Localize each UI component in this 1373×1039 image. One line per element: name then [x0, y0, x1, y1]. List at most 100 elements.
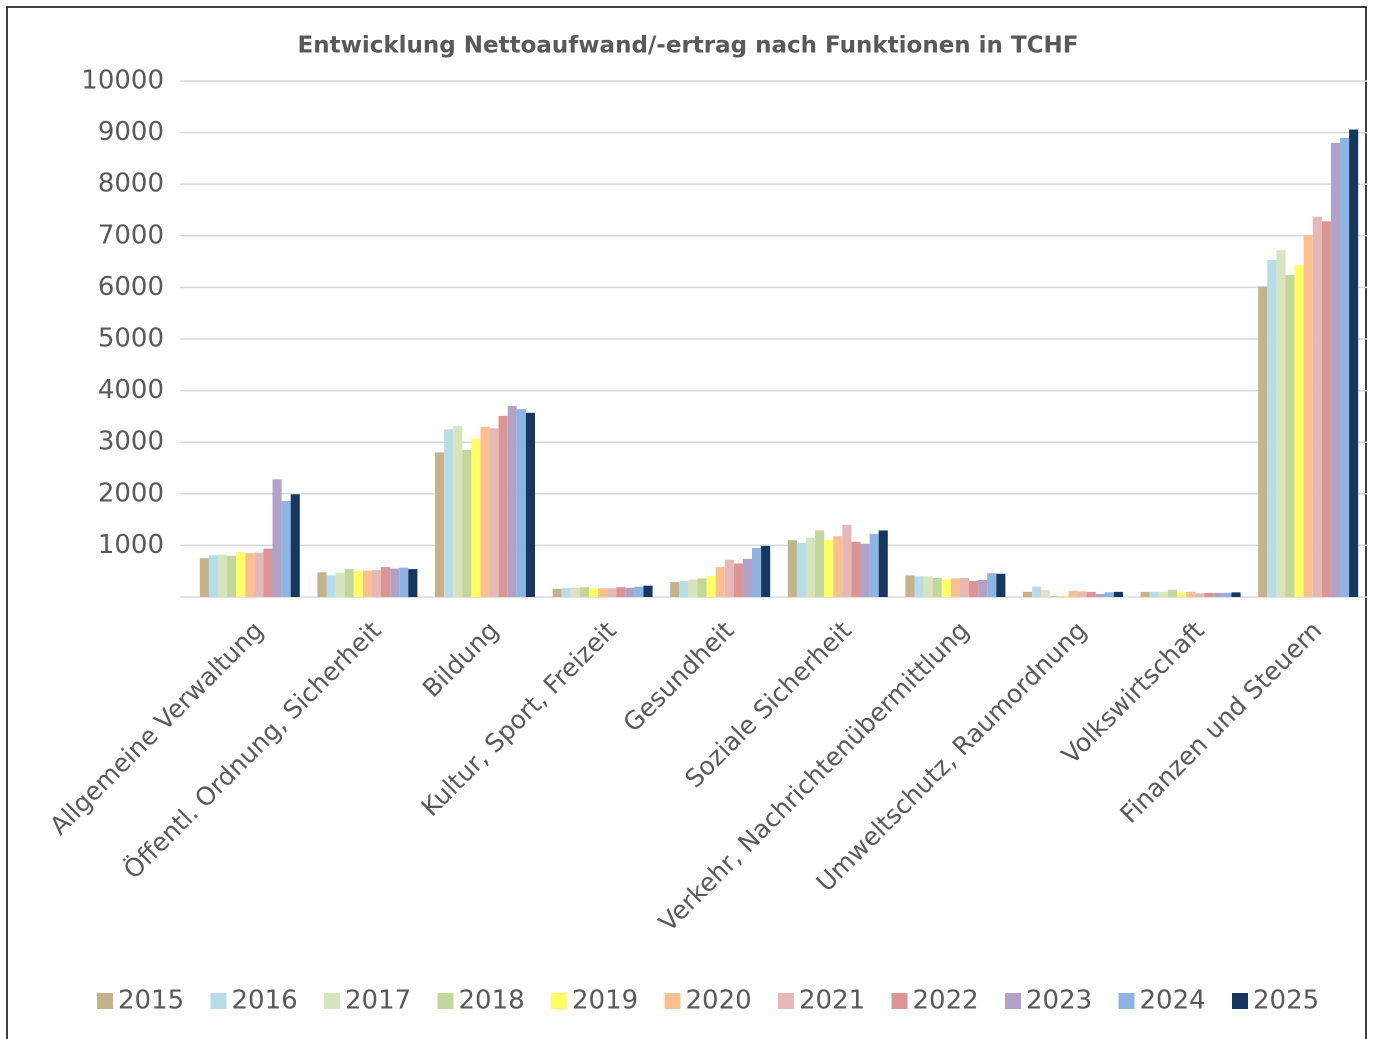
bar — [860, 543, 870, 597]
bar — [869, 534, 879, 597]
legend-swatch — [1118, 993, 1135, 1009]
bar — [263, 548, 273, 597]
bar — [914, 576, 924, 597]
bar — [878, 530, 888, 597]
legend-swatch — [437, 993, 454, 1009]
bar — [959, 577, 970, 597]
bar — [335, 572, 345, 597]
bar — [1276, 250, 1286, 598]
bar — [805, 537, 816, 597]
bar — [824, 539, 834, 597]
legend-swatch — [551, 993, 567, 1009]
bar — [598, 588, 608, 597]
bar — [679, 581, 689, 597]
bar — [552, 588, 562, 597]
legend-label: 2015 — [118, 986, 184, 1016]
bar — [208, 555, 218, 597]
bar — [815, 530, 825, 597]
legend-label: 2022 — [913, 986, 979, 1016]
chart-title: Entwicklung Nettoaufwand/-ertrag nach Fu… — [298, 33, 1079, 59]
bar — [950, 578, 960, 597]
bar — [245, 553, 255, 597]
bar — [1140, 591, 1150, 597]
y-tick-label: 1000 — [98, 530, 164, 560]
bar — [752, 547, 762, 597]
bar — [923, 576, 933, 597]
bar — [1303, 235, 1313, 597]
bar — [607, 588, 617, 597]
bar — [579, 587, 589, 597]
bar — [588, 588, 599, 597]
x-tick-label: Gesundheit — [618, 616, 740, 738]
y-tick-label: 4000 — [98, 375, 164, 405]
legend-swatch — [210, 993, 227, 1009]
y-tick-label: 6000 — [98, 272, 164, 302]
x-tick-label: Allgemeine Verwaltung — [44, 616, 269, 841]
bar — [462, 449, 472, 597]
bar — [932, 577, 942, 597]
bar — [1077, 591, 1087, 597]
y-tick-label: 10000 — [81, 66, 164, 96]
bar — [905, 575, 915, 597]
bar — [634, 586, 644, 597]
bar — [1095, 593, 1105, 597]
legend-label: 2019 — [572, 986, 638, 1016]
y-tick-label: 7000 — [98, 220, 164, 250]
bar — [435, 452, 445, 597]
bar — [697, 578, 707, 597]
bar — [516, 409, 526, 597]
bar — [670, 582, 680, 597]
bar — [561, 588, 571, 597]
bar — [1267, 260, 1277, 597]
bar — [761, 545, 771, 597]
bar — [1041, 590, 1051, 597]
bar — [1285, 275, 1295, 597]
legend-swatch — [97, 993, 113, 1009]
legend-swatch — [1005, 993, 1021, 1009]
bar — [1340, 137, 1350, 597]
bar — [507, 406, 517, 597]
bar — [1158, 591, 1168, 597]
bar — [290, 494, 300, 597]
bar — [371, 570, 382, 597]
bar — [1023, 591, 1033, 597]
bar — [1312, 216, 1322, 597]
bar — [1258, 286, 1268, 597]
bar — [272, 479, 282, 597]
bar — [1186, 591, 1196, 597]
y-tick-label: 2000 — [98, 478, 164, 508]
bar — [625, 587, 635, 597]
bar — [1349, 129, 1359, 597]
bar — [444, 429, 454, 597]
bar — [616, 587, 626, 597]
bar — [1086, 591, 1096, 597]
bar — [227, 555, 237, 597]
bar — [733, 563, 743, 597]
bar — [362, 570, 372, 597]
bar — [471, 439, 481, 597]
x-tick-label: Öffentl. Ordnung, Sicherheit — [118, 616, 387, 885]
bar — [489, 428, 499, 597]
bar — [1059, 595, 1069, 597]
bar — [480, 426, 490, 597]
bar — [525, 412, 535, 597]
x-tick-label: Kultur, Sport, Freizeit — [416, 616, 622, 822]
legend-label: 2017 — [345, 986, 411, 1016]
legend-swatch — [324, 993, 340, 1009]
bar — [1195, 593, 1205, 597]
legend-swatch — [778, 993, 794, 1009]
bar — [1149, 591, 1159, 597]
bar — [408, 569, 418, 597]
bar — [453, 426, 463, 597]
chart-border — [6, 6, 1367, 1039]
bar — [941, 579, 951, 597]
bar — [1104, 592, 1114, 597]
legend-label: 2023 — [1026, 986, 1092, 1016]
legend-label: 2025 — [1253, 986, 1319, 1016]
legend-swatch — [891, 993, 908, 1009]
bar — [1213, 592, 1223, 597]
bar — [787, 540, 797, 597]
bar — [688, 579, 698, 597]
bar — [1321, 221, 1331, 598]
